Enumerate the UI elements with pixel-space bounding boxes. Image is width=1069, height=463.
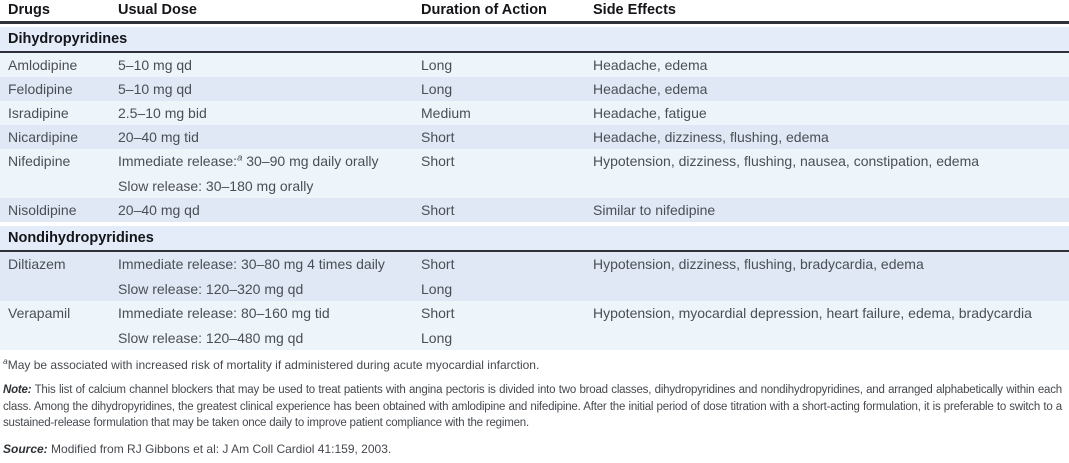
column-header-side-effects: Side Effects [593, 2, 676, 18]
dose-line: Immediate release: 80–160 mg tid [118, 305, 330, 321]
cell-dose: 5–10 mg qd [118, 57, 192, 73]
column-header-drugs: Drugs [8, 2, 50, 18]
cell-side-effects: Similar to nifedipine [593, 202, 716, 218]
dose-line: Slow release: 120–320 mg qd [118, 280, 304, 297]
cell-duration: Short Long [421, 305, 455, 346]
cell-side-effects: Headache, fatigue [593, 105, 707, 121]
cell-drug: Nicardipine [8, 129, 79, 145]
cell-duration: Medium [421, 105, 471, 121]
cell-side-effects: Hypotension, dizziness, flushing, nausea… [593, 153, 980, 169]
source-label: Source: [3, 441, 48, 456]
column-header-usual-dose: Usual Dose [118, 2, 197, 18]
table-note: Note: This list of calcium channel block… [3, 384, 1062, 429]
cell-duration: Short [421, 202, 455, 218]
cell-side-effects: Headache, edema [593, 81, 708, 97]
column-header-duration: Duration of Action [421, 2, 547, 18]
cell-side-effects: Headache, dizziness, flushing, edema [593, 129, 829, 145]
cell-side-effects: Headache, edema [593, 57, 708, 73]
dose-line: Slow release: 30–180 mg orally [118, 177, 314, 194]
cell-drug: Verapamil [8, 305, 71, 321]
table-row: Nicardipine 20–40 mg tid Short Headache,… [0, 125, 1069, 149]
table-row: Nifedipine Immediate release:a 30–90 mg … [0, 149, 1069, 198]
note-label: Note: [3, 384, 32, 396]
cell-dose: Immediate release: 30–80 mg 4 times dail… [118, 252, 421, 301]
dose-line: Immediate release: 30–80 mg 4 times dail… [118, 256, 385, 272]
cell-drug: Nisoldipine [8, 202, 77, 218]
cell-duration: Long [421, 81, 453, 97]
cell-side-effects: Hypotension, myocardial depression, hear… [593, 305, 1032, 321]
table-row: Amlodipine 5–10 mg qd Long Headache, ede… [0, 53, 1069, 77]
cell-duration: Short [421, 153, 455, 169]
cell-dose: 20–40 mg qd [118, 202, 200, 218]
table-row: Verapamil Immediate release: 80–160 mg t… [0, 301, 1069, 350]
footnote-a: aMay be associated with increased risk o… [3, 356, 540, 372]
cell-dose: 20–40 mg tid [118, 129, 199, 145]
cell-drug: Nifedipine [8, 153, 71, 169]
table-row: Nisoldipine 20–40 mg qd Short Similar to… [0, 198, 1069, 222]
dose-line: Immediate release:a 30–90 mg daily orall… [118, 152, 379, 169]
cell-drug: Amlodipine [8, 57, 78, 73]
cell-dose: 2.5–10 mg bid [118, 105, 207, 121]
cell-dose: 5–10 mg qd [118, 81, 192, 97]
table-source: Source: Modified from RJ Gibbons et al: … [3, 441, 392, 456]
cell-dose: Immediate release: 80–160 mg tid Slow re… [118, 301, 421, 350]
cell-duration: Short [421, 129, 455, 145]
cell-drug: Diltiazem [8, 256, 66, 272]
footnote-marker: a [3, 356, 8, 366]
table-row: Felodipine 5–10 mg qd Long Headache, ede… [0, 77, 1069, 101]
cell-duration: Long [421, 57, 453, 73]
table-row: Diltiazem Immediate release: 30–80 mg 4 … [0, 252, 1069, 301]
cell-drug: Isradipine [8, 105, 69, 121]
cell-side-effects: Hypotension, dizziness, flushing, bradyc… [593, 256, 924, 272]
cell-drug: Felodipine [8, 81, 73, 97]
table-footnotes: aMay be associated with increased risk o… [0, 350, 1069, 456]
cell-duration: Short Long [421, 256, 455, 297]
table-header-row: Drugs Usual Dose Duration of Action Side… [0, 0, 1069, 24]
section-header-nondihydropyridines: Nondihydropyridines [0, 226, 1069, 252]
dose-line: Slow release: 120–480 mg qd [118, 329, 304, 346]
cell-dose: Immediate release:a 30–90 mg daily orall… [118, 149, 421, 198]
footnote-marker: a [237, 152, 243, 164]
section-header-dihydropyridines: Dihydropyridines [0, 27, 1069, 53]
table-row: Isradipine 2.5–10 mg bid Medium Headache… [0, 101, 1069, 125]
